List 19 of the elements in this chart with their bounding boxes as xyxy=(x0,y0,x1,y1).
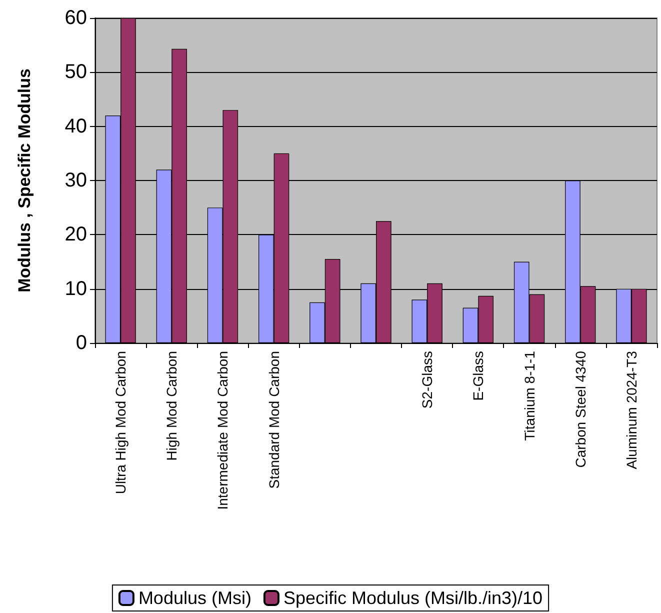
y-tick-label: 20 xyxy=(64,224,87,246)
y-axis-title: Modulus , Specific Modulus xyxy=(15,68,34,292)
x-tick-label: E-Glass xyxy=(470,351,486,401)
y-tick-label: 30 xyxy=(64,170,87,192)
x-tick-label: Carbon Steel 4340 xyxy=(572,350,588,468)
x-tick-label: Standard Mod Carbon xyxy=(266,351,282,489)
legend-label: Modulus (Msi) xyxy=(138,588,252,608)
y-tick-label: 10 xyxy=(64,278,87,300)
y-tick-label: 50 xyxy=(64,61,87,84)
x-tick-label: Intermediate Mod Carbon xyxy=(214,351,231,510)
y-tick-label: 40 xyxy=(64,115,87,138)
x-tick-label: Titanium 8-1-1 xyxy=(521,350,538,441)
x-tick-label: High Mod Carbon xyxy=(164,351,180,461)
y-tick-label: 60 xyxy=(64,7,87,29)
x-tick-label: S2-Glass xyxy=(419,351,436,409)
x-tick-label: Aluminum 2024-T3 xyxy=(623,350,640,470)
y-tick-label: 0 xyxy=(76,332,87,354)
legend-label: Specific Modulus (Msi/lb./in3)/10 xyxy=(283,588,543,608)
x-tick-label: Ultra High Mod Carbon xyxy=(112,351,129,494)
